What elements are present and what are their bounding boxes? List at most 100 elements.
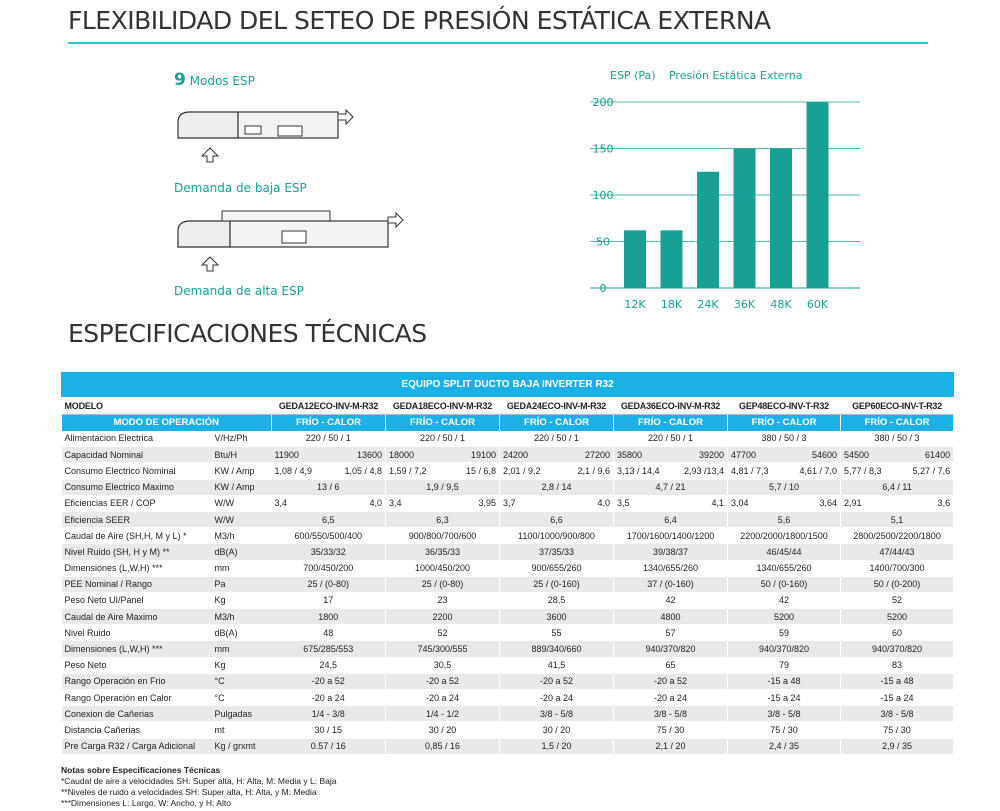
cell-cooling: 3,4 [385,495,442,512]
cell-cooling: 3,4 [271,495,328,512]
cell-value: 940/370/820 [613,640,728,658]
cell-value: 4800 [613,608,728,626]
chart-title: Presión Estática Externa [669,69,802,82]
cell-value: 6,6 [499,511,614,529]
cell-cooling: 3,5 [613,495,670,512]
mode-header: FRÍO - CALOR [727,414,841,431]
cell-value: 6,4 [613,511,728,529]
cell-value: 3/8 - 5/8 [613,705,728,723]
cell-cooling: 11900 [271,446,328,464]
cell-heating: 39200 [669,446,728,464]
cell-value: 3600 [499,608,614,626]
cell-value: 1100/1000/900/800 [499,527,614,545]
row-unit: mm [211,640,272,658]
model-header: GEDA36ECO-INV-M-R32 [613,396,728,415]
cell-value: 1,5 / 20 [499,738,614,755]
cell-heating: 4,0 [327,495,386,512]
cell-value: 5200 [840,608,955,626]
table-row: Distancia Cañerias mt 30 / 15 30 / 20 30 / 2… [61,721,955,739]
model-label: MODELO [61,396,272,415]
row-label: Caudal de Aire (SH,H, M y L) * [61,527,212,545]
row-label: Distancia Cañerias [61,721,212,739]
title-rule [68,42,928,44]
mode-label: MODO DE OPERACIÓN [61,414,272,431]
y-tick-label: 200 [593,96,614,109]
row-unit: Kg / grxmt [211,738,272,755]
cell-value: 25 / (0-160) [499,576,614,593]
table-row: Dimensiones (L,W,H) *** mm 675/285/553 745/… [61,640,955,658]
cell-value: 65 [613,657,728,674]
cell-value: 17 [271,592,386,610]
row-label: PEE Nominal / Rango [61,576,212,593]
table-row: Conexion de Cañerias Pulgadas 1/4 - 3/8 1/4… [61,705,955,723]
row-label: Dimensiones (L,W,H) *** [61,560,212,577]
cell-value: 23 [385,592,500,610]
cell-value: 50 / (0-160) [727,576,841,593]
cell-cooling: 35800 [613,446,670,464]
row-label: Consumo Electrico Maximo [61,479,212,496]
notes-heading: Notas sobre Especificaciones Técnicas [61,765,221,775]
table-row: PEE Nominal / Rango Pa 25 / (0-80) 25 / (0-… [61,576,955,593]
note-line: ***Dimensiones L: Largo, W: Ancho, y H: … [61,798,231,808]
x-tick-label: 18K [661,298,683,311]
cell-value: 30,5 [385,657,500,674]
model-header: GEP48ECO-INV-T-R32 [727,396,841,415]
row-label: Alimentacion Electrica [61,430,212,448]
row-label: Consumo Electrico Nominal [61,462,212,480]
cell-value: 4,7 / 21 [613,479,728,496]
cell-value: 2200 [385,608,500,626]
cell-value: 220 / 50 / 1 [613,430,728,448]
cell-heating: 13600 [327,446,386,464]
cell-value: 39/38/37 [613,543,728,561]
table-row: Nivel Ruido (SH, H y M) ** dB(A) 35/33/32 3… [61,543,955,561]
table-row: Eficiencia SEER W/W 6,5 6,3 6,6 6,4 5,6 5,1 [61,511,955,529]
cell-value: 1400/700/300 [840,560,955,577]
cell-value: 220 / 50 / 1 [271,430,386,448]
cell-heating: 5,27 / 7,6 [896,462,955,480]
table-banner: EQUIPO SPLIT DUCTO BAJA INVERTER R32 [60,372,955,397]
cell-value: 889/340/660 [499,640,614,658]
cell-heating: 3,95 [441,495,500,512]
cell-value: 700/450/200 [271,560,386,577]
cell-value: -20 a 52 [271,673,386,691]
cell-value: 2,1 / 20 [613,738,728,755]
cell-value: 79 [727,657,841,674]
cell-heating: 2,93 /13,4 [669,462,728,480]
row-label: Peso Neto UI/Panel [61,592,212,610]
cell-value: 41,5 [499,657,614,674]
y-tick-label: 50 [596,236,610,249]
x-tick-label: 60K [807,298,829,311]
row-unit: KW / Amp [211,462,272,480]
row-unit: mt [211,721,272,739]
cell-value: 1,9 / 9,5 [385,479,500,496]
cell-value: 5200 [727,608,841,626]
cell-value: 2800/2500/2200/1800 [840,527,955,545]
row-label: Dimensiones (L,W,H) *** [61,640,212,658]
cell-value: 42 [613,592,728,610]
mode-header: FRÍO - CALOR [271,414,386,431]
chart-ylabel: ESP (Pa) [610,69,656,82]
cell-value: -20 a 24 [613,689,728,707]
row-label: Nivel Ruido [61,624,212,642]
x-tick-label: 12K [624,298,646,311]
table-row: Pre Carga R32 / Carga Adicional Kg / grxm… [61,738,955,755]
row-label: Eficiencias EER / COP [61,495,212,512]
table-row: Capacidad Nominal Btu/H 11900 13600 18000 191… [61,446,955,464]
cell-cooling: 3,04 [727,495,784,512]
cell-cooling: 4,81 / 7,3 [727,462,784,480]
cell-cooling: 3,13 / 14,4 [613,462,670,480]
row-label: Capacidad Nominal [61,446,212,464]
cell-value: 5,1 [840,511,955,529]
cell-heating: 1,05 / 4,8 [327,462,386,480]
cell-cooling: 2,91 [840,495,897,512]
cell-value: 0.57 / 16 [271,738,386,755]
note-line: *Caudal de aire a velocidades SH: Super … [61,776,337,786]
modes-number: 9 [174,70,186,90]
mode-header: FRÍO - CALOR [840,414,955,431]
y-tick-label: 150 [593,143,614,156]
cell-value: 52 [840,592,955,610]
cell-value: -15 a 48 [727,673,841,691]
cell-value: 3/8 - 5/8 [727,705,841,723]
cell-value: 3/8 - 5/8 [840,705,955,723]
cell-value: 30 / 20 [499,721,614,739]
